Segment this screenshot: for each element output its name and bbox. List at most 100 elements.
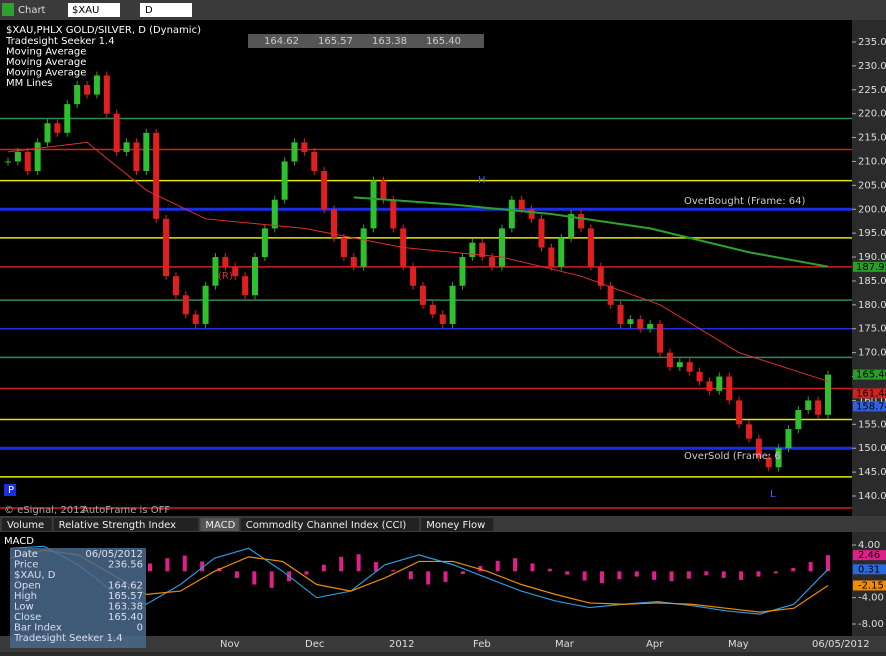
candle xyxy=(429,304,436,315)
candle xyxy=(14,151,21,162)
candle xyxy=(340,237,347,258)
y-tick-label: 4.00 xyxy=(858,540,880,551)
candle xyxy=(44,123,51,143)
macd-hist xyxy=(321,564,326,572)
macd-hist xyxy=(356,554,361,572)
x-tick-label: 06/05/2012 xyxy=(812,639,870,650)
candle xyxy=(5,161,11,163)
macd-hist xyxy=(252,571,257,585)
macd-hist xyxy=(408,571,413,580)
data-window-value: 165.57 xyxy=(108,591,143,602)
candle xyxy=(568,214,575,238)
candle xyxy=(172,276,179,296)
macd-hist xyxy=(200,561,205,572)
candle xyxy=(133,142,140,172)
candle xyxy=(745,424,752,439)
y-tick-label: 180.00 xyxy=(858,300,886,311)
candle xyxy=(291,142,298,162)
macd-badge xyxy=(853,550,886,561)
tab[interactable] xyxy=(53,518,199,531)
green-ma xyxy=(353,196,829,268)
macd-badge-label: 0.31 xyxy=(858,564,880,575)
candle xyxy=(242,276,249,296)
macd-badge-label: -2.15 xyxy=(858,580,884,591)
macd-hist xyxy=(565,571,570,575)
x-tick-label: Dec xyxy=(305,639,324,650)
candle xyxy=(657,323,664,353)
candle xyxy=(617,304,624,324)
data-window xyxy=(10,548,146,648)
macd-hist xyxy=(721,571,726,578)
candle xyxy=(558,237,565,267)
x-tick-label: Mar xyxy=(555,639,575,650)
y-tick-label: 145.00 xyxy=(858,467,886,478)
tab[interactable] xyxy=(421,518,494,531)
y-tick-label: 160.00 xyxy=(858,395,886,406)
candle xyxy=(419,285,426,305)
macd-hist xyxy=(634,571,639,577)
macd-hist xyxy=(773,571,778,574)
price-badge-label: 161.48 xyxy=(856,388,886,399)
macd-hist xyxy=(426,571,431,585)
macd-hist xyxy=(582,571,587,581)
x-tick-label: Apr xyxy=(646,639,664,650)
annotation: L xyxy=(770,489,776,500)
candle xyxy=(301,142,308,152)
macd-hist xyxy=(617,571,622,580)
candle xyxy=(380,180,387,200)
x-tick-label: Feb xyxy=(473,639,491,650)
candle xyxy=(795,409,802,430)
candle xyxy=(24,151,31,172)
data-window-value: 236.56 xyxy=(108,560,143,571)
macd-hist xyxy=(513,558,518,572)
candle xyxy=(755,438,762,458)
candle xyxy=(439,314,446,324)
candle xyxy=(469,242,476,258)
candle xyxy=(666,352,673,367)
candle xyxy=(93,75,100,95)
quote-value: 165.40 xyxy=(426,36,461,47)
annotation: P xyxy=(8,485,14,496)
candle xyxy=(390,199,397,229)
tab[interactable] xyxy=(240,518,420,531)
window-title: Chart xyxy=(18,5,46,16)
candle xyxy=(34,142,41,172)
signal-line xyxy=(9,549,829,613)
candle xyxy=(251,257,258,296)
candle xyxy=(64,104,71,133)
candle xyxy=(84,85,91,95)
macd-hist xyxy=(269,571,274,588)
candle xyxy=(202,285,209,324)
candle xyxy=(765,457,772,468)
candle xyxy=(578,214,585,229)
candle xyxy=(587,228,594,267)
tab-label: Money Flow xyxy=(426,520,485,531)
y-tick-label: 200.00 xyxy=(858,204,886,215)
candle xyxy=(113,113,120,152)
symbol-box[interactable] xyxy=(68,3,120,17)
candle xyxy=(597,266,604,286)
y-tick-label: 220.00 xyxy=(858,109,886,120)
macd-hist xyxy=(443,571,448,582)
annotation: OverSold (Frame: 6 xyxy=(684,451,781,462)
data-window-key: Tradesight Seeker 1.4 xyxy=(13,633,123,644)
data-window-value: 165.40 xyxy=(108,612,143,623)
y-tick-label: 210.00 xyxy=(858,156,886,167)
y-tick-label: 190.00 xyxy=(858,252,886,263)
candle xyxy=(548,247,555,267)
candle xyxy=(182,295,189,315)
data-window-value: 163.38 xyxy=(108,602,143,613)
candle xyxy=(410,266,417,286)
macd-hist xyxy=(686,571,691,579)
candle xyxy=(726,376,733,401)
tab[interactable] xyxy=(200,518,239,531)
candle xyxy=(647,323,654,329)
candle xyxy=(74,85,81,105)
macd-hist xyxy=(165,558,170,572)
interval-box[interactable] xyxy=(140,3,192,17)
macd-hist xyxy=(600,571,604,584)
candle xyxy=(479,242,486,258)
y-tick-label: 205.00 xyxy=(858,180,886,191)
tab[interactable] xyxy=(2,518,52,531)
